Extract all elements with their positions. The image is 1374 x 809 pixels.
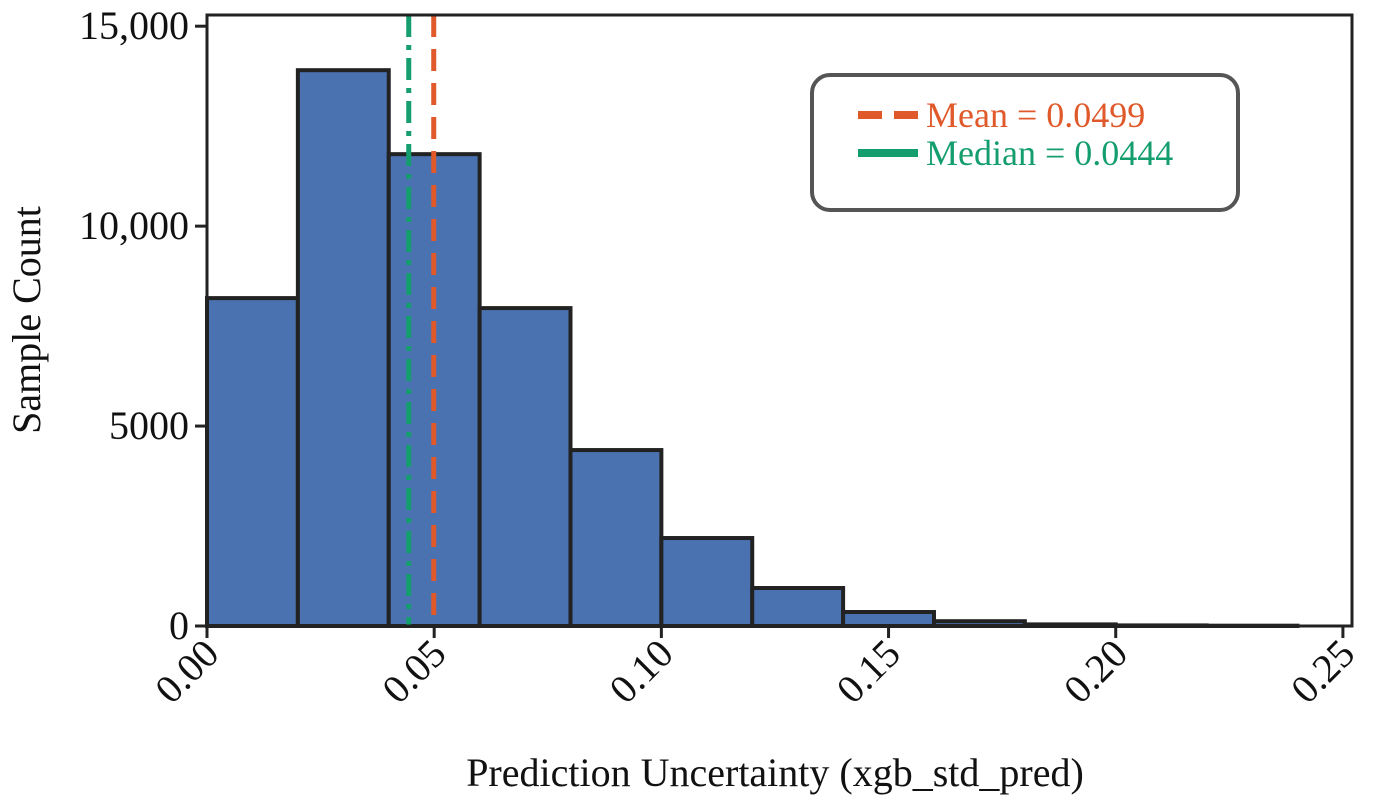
bar <box>659 536 755 629</box>
bar <box>295 68 391 628</box>
x-tick-label: 0.20 <box>1055 631 1136 712</box>
y-tick-label: 0 <box>169 603 189 648</box>
plot-frame <box>205 13 1354 628</box>
bar <box>750 586 846 629</box>
legend-label: Median = 0.0444 <box>926 133 1173 173</box>
y-tick-label: 15,000 <box>79 3 189 48</box>
x-tick-label: 0.25 <box>1282 631 1363 712</box>
x-tick-label: 0.00 <box>146 631 227 712</box>
bar <box>477 306 573 628</box>
legend-label: Mean = 0.0499 <box>926 95 1145 135</box>
x-tick-label: 0.15 <box>828 631 909 712</box>
bar <box>841 610 936 628</box>
x-axis-label: Prediction Uncertainty (xgb_std_pred) <box>466 750 1084 795</box>
y-tick-label: 10,000 <box>79 203 189 248</box>
bar <box>568 448 664 628</box>
y-axis-label: Sample Count <box>4 206 49 434</box>
legend-box <box>810 73 1240 212</box>
bar <box>205 296 300 628</box>
x-tick-label: 0.05 <box>373 631 454 712</box>
y-tick-label: 5000 <box>109 403 189 448</box>
x-tick-label: 0.10 <box>600 631 681 712</box>
